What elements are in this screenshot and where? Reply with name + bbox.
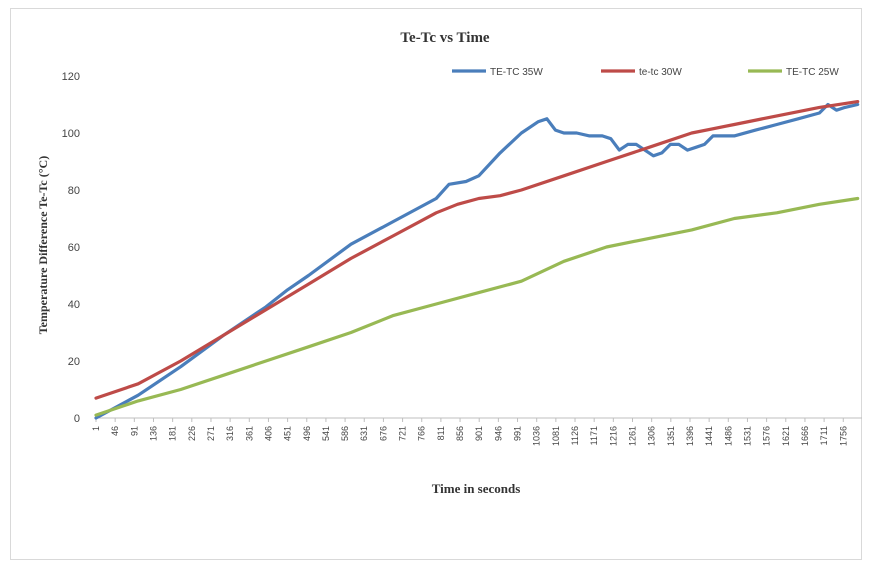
y-tick-label: 0: [74, 413, 80, 425]
x-tick-label: 361: [244, 426, 254, 441]
series-line-0: [94, 102, 860, 420]
x-tick-label: 766: [417, 426, 427, 441]
x-tick-label: 1441: [704, 426, 714, 446]
x-tick-label: 271: [206, 426, 216, 441]
x-tick-label: 1081: [551, 426, 561, 446]
legend-label-0: TE-TC 35W: [490, 67, 543, 78]
y-tick-label: 120: [62, 71, 80, 83]
legend: TE-TC 35W te-tc 30W TE-TC 25W: [452, 67, 839, 78]
x-tick-label: 811: [436, 426, 446, 440]
y-axis-label: Temperature Difference Te-Tc (°C): [36, 156, 50, 334]
x-tick-label: 1666: [800, 426, 810, 446]
x-tick-label: 1531: [742, 426, 752, 446]
y-tick-label: 60: [68, 242, 80, 254]
x-tick-label: 586: [340, 426, 350, 441]
legend-label-1: te-tc 30W: [639, 67, 682, 78]
x-tick-label: 136: [148, 426, 158, 441]
x-tick-label: 856: [455, 426, 465, 441]
x-tick-label: 901: [474, 426, 484, 441]
x-tick-label: 721: [398, 426, 408, 441]
x-tick-label: 451: [283, 426, 293, 441]
x-tick-label: 946: [493, 426, 503, 441]
y-tick-label: 100: [62, 128, 80, 140]
x-tick-label: 1126: [570, 426, 580, 445]
x-tick-label: 226: [187, 426, 197, 441]
x-tick-label: 1756: [838, 426, 848, 446]
chart-frame: [10, 8, 862, 560]
x-tick-label: 46: [110, 426, 120, 436]
y-tick-label: 80: [68, 185, 80, 197]
y-tick-label: 40: [68, 299, 80, 311]
x-tick-label: 1396: [685, 426, 695, 446]
x-tick-label: 1621: [781, 426, 791, 446]
series-line-2: [94, 196, 860, 417]
legend-label-2: TE-TC 25W: [786, 67, 839, 78]
x-tick-label: 1351: [666, 426, 676, 446]
x-tick-label: 1036: [532, 426, 542, 446]
x-tick-label: 631: [359, 426, 369, 441]
x-tick-label: 1306: [647, 426, 657, 446]
x-tick-label: 496: [302, 426, 312, 441]
x-axis-label: Time in seconds: [432, 481, 521, 496]
x-tick-label: 181: [168, 426, 178, 441]
x-tick-label: 541: [321, 426, 331, 441]
axes: 0 20 40 60 80 100 120 1 46 91 136 181 226 271 316 361 40…: [62, 71, 862, 446]
x-tick-label: 1711: [819, 426, 829, 445]
x-tick-label: 91: [129, 426, 139, 436]
x-tick-label: 991: [513, 426, 523, 441]
x-tick-label: 1486: [723, 426, 733, 446]
x-tick-label: 406: [263, 426, 273, 441]
x-tick-label: 676: [378, 426, 388, 441]
x-tick-label: 1: [91, 426, 101, 431]
x-tick-label: 1171: [589, 426, 599, 445]
x-tick-label: 1576: [762, 426, 772, 446]
x-tick-label: 1261: [627, 426, 637, 446]
series-group: [94, 99, 860, 420]
chart-title: Te-Tc vs Time: [400, 30, 490, 46]
x-tick-label: 316: [225, 426, 235, 441]
x-tick-label: 1216: [608, 426, 618, 446]
y-tick-label: 20: [68, 356, 80, 368]
series-line-1: [94, 99, 860, 400]
